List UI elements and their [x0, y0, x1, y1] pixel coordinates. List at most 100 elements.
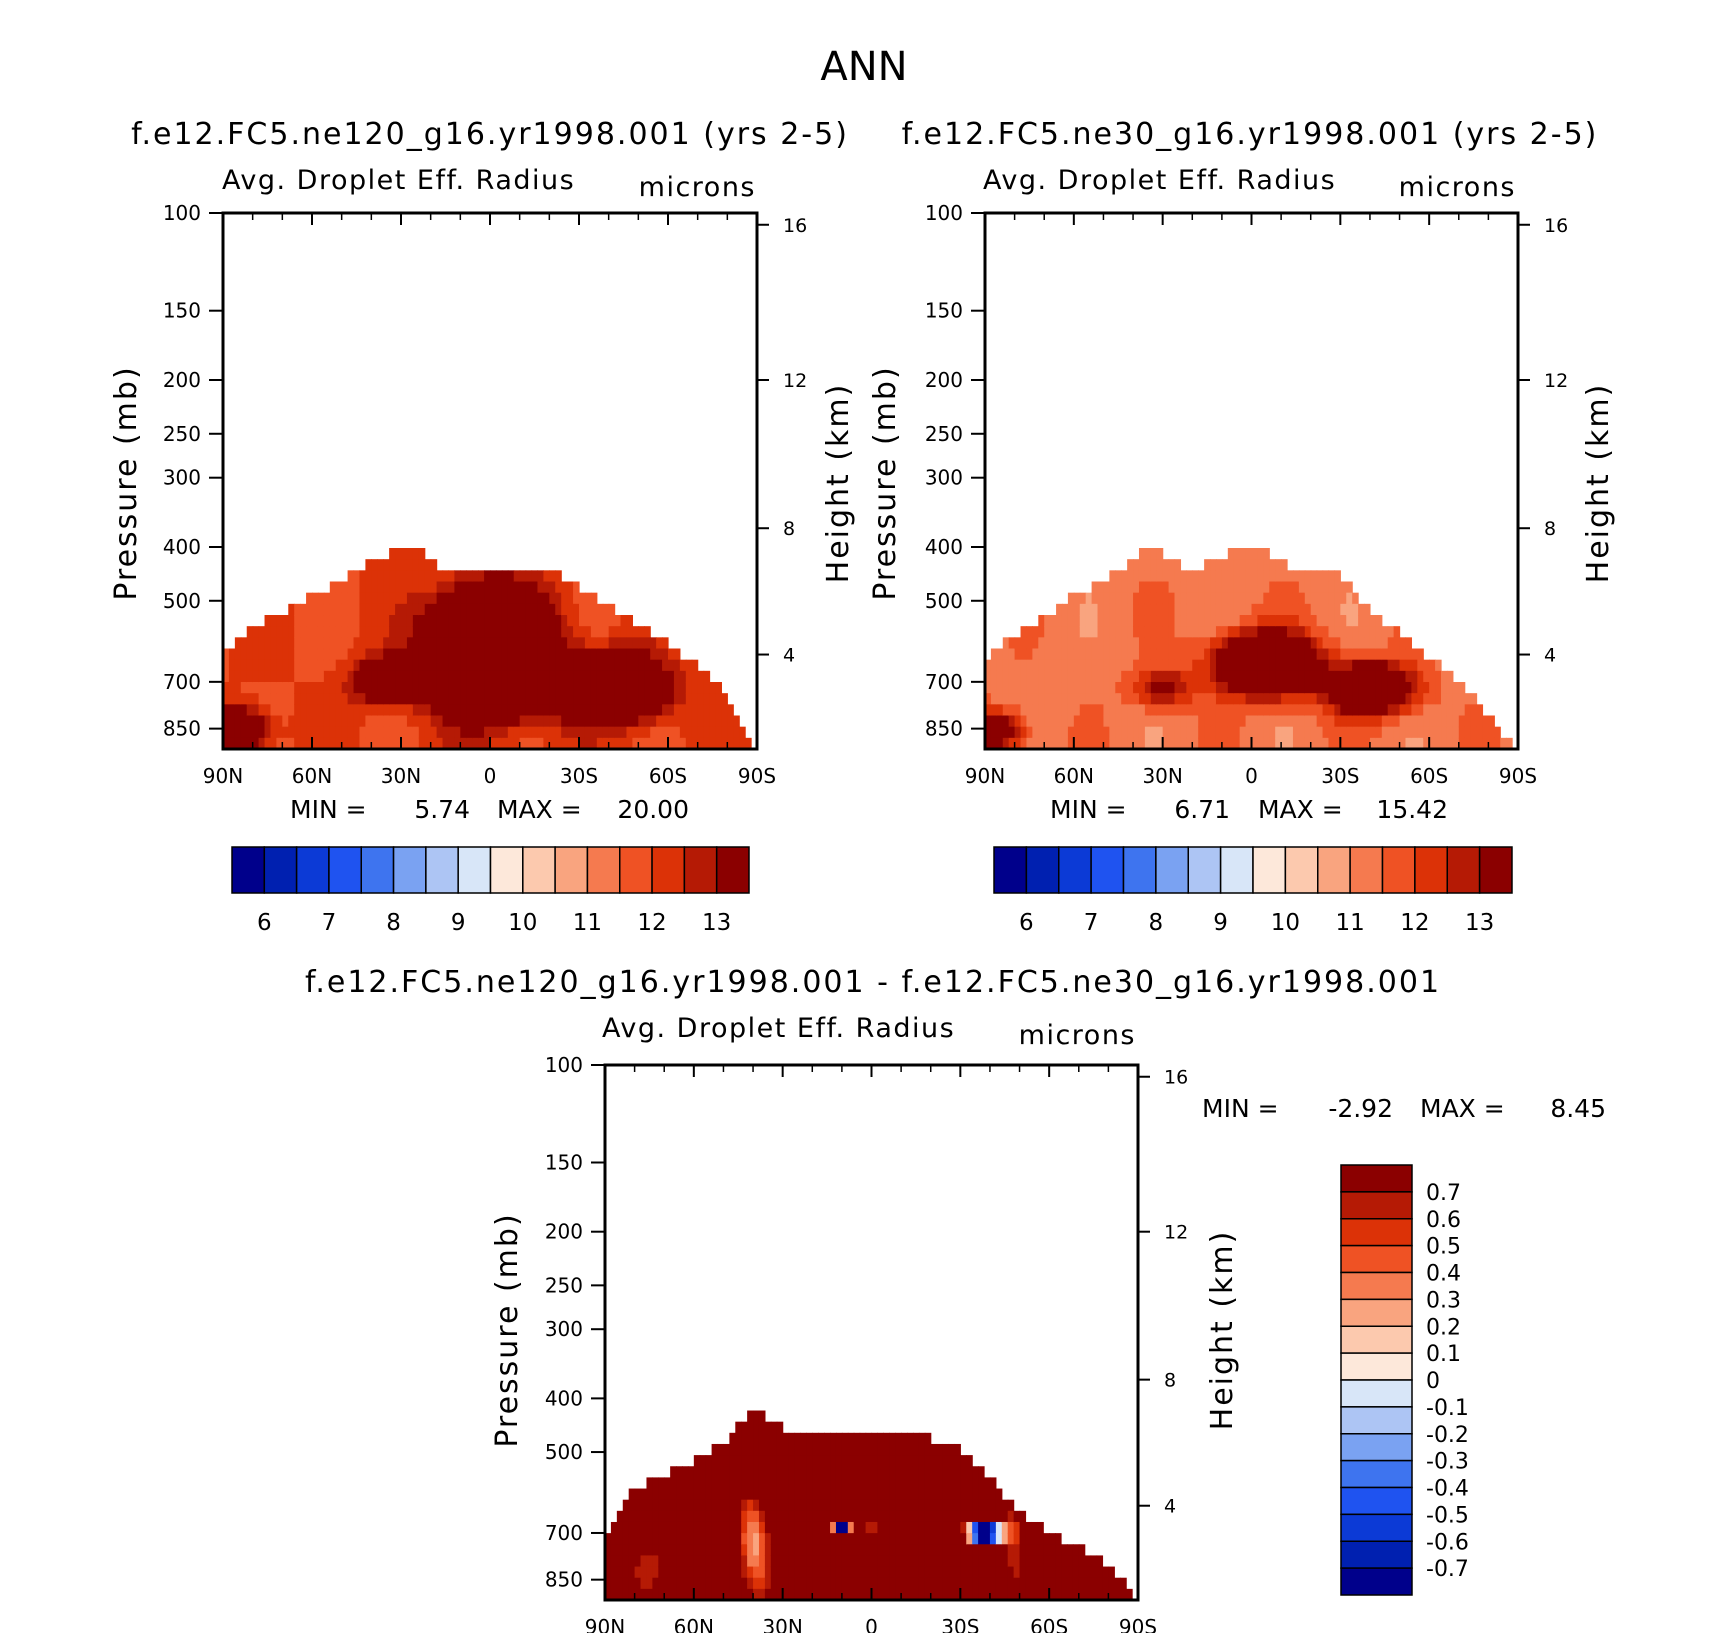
- heat-cell: [907, 1488, 914, 1501]
- heat-cell: [723, 1488, 730, 1501]
- heat-cell: [972, 1533, 979, 1545]
- heat-cell: [871, 1588, 879, 1601]
- heat-cell: [681, 1566, 689, 1579]
- heat-cell: [1381, 704, 1389, 717]
- heat-cell: [640, 1577, 648, 1590]
- heat-cell: [824, 1533, 831, 1545]
- heat-cell: [537, 693, 544, 705]
- heat-cell: [764, 1466, 772, 1478]
- heat-cell: [1393, 704, 1401, 717]
- heat-cell: [1221, 559, 1229, 571]
- heat-cell: [658, 1555, 665, 1568]
- heat-cell: [1103, 648, 1110, 661]
- heat-cell: [270, 670, 277, 683]
- colorbar-label: 9: [451, 910, 466, 936]
- heat-cell: [1441, 693, 1448, 705]
- heat-cell: [620, 626, 628, 638]
- heat-cell: [664, 1521, 671, 1534]
- heat-cell: [960, 1466, 967, 1478]
- heat-cell: [830, 1555, 837, 1568]
- heat-cell: [1067, 659, 1075, 672]
- heat-cell: [847, 1588, 855, 1601]
- heat-cell: [412, 715, 420, 728]
- heat-cell: [1066, 1588, 1074, 1601]
- heat-cell: [353, 670, 361, 683]
- heat-cell: [794, 1533, 802, 1545]
- heat-cell: [555, 704, 562, 717]
- heat-cell: [347, 737, 355, 750]
- heat-cell: [1387, 682, 1395, 694]
- heat-cell: [616, 1555, 624, 1568]
- heat-cell: [537, 615, 544, 627]
- heat-cell: [824, 1510, 831, 1523]
- heat-cell: [634, 1521, 642, 1534]
- heat-cell: [644, 637, 651, 650]
- heat-cell: [693, 1488, 701, 1501]
- heat-cell: [442, 670, 450, 683]
- heat-cell: [1144, 603, 1152, 616]
- heat-cell: [670, 1555, 677, 1568]
- heat-cell: [1375, 626, 1383, 638]
- heat-cell: [525, 659, 533, 672]
- heat-cell: [1056, 626, 1063, 638]
- heat-cell: [412, 682, 420, 694]
- heat-cell: [1328, 592, 1336, 605]
- heat-cell: [703, 726, 711, 739]
- heat-cell: [1084, 1577, 1092, 1590]
- heat-cell: [1215, 726, 1223, 739]
- x-tick-label: 90S: [1119, 1615, 1157, 1633]
- heat-cell: [1239, 693, 1247, 705]
- heat-cell: [264, 615, 272, 627]
- heat-cell: [1275, 570, 1282, 583]
- heat-cell: [454, 603, 461, 616]
- heat-cell: [1061, 682, 1069, 694]
- heat-cell: [1115, 670, 1122, 683]
- heat-cell: [658, 1566, 665, 1579]
- panel-ne120-plot: 90N 60N 30N 0 30S 60S 90S100150200250300400500…: [163, 201, 807, 788]
- heat-cell: [1340, 715, 1347, 728]
- heat-cell: [401, 670, 408, 683]
- heat-cell: [525, 693, 533, 705]
- heat-cell: [1162, 603, 1170, 616]
- heat-cell: [978, 1488, 985, 1501]
- colorbar-label: 0.3: [1426, 1288, 1461, 1313]
- height-tick-label: 12: [1544, 370, 1568, 392]
- heat-cell: [1061, 715, 1069, 728]
- heat-cell: [1174, 648, 1182, 661]
- heat-cell: [812, 1577, 819, 1590]
- heat-cell: [1038, 726, 1045, 739]
- heat-cell: [632, 637, 639, 650]
- heat-cell: [1298, 648, 1306, 661]
- heat-cell: [531, 726, 539, 739]
- heat-cell: [549, 670, 556, 683]
- panel-ne30-title: f.e12.FC5.ne30_g16.yr1998.001 (yrs 2-5): [902, 117, 1599, 152]
- heat-cell: [610, 1555, 618, 1568]
- heat-cell: [1263, 693, 1270, 705]
- heat-cell: [616, 1533, 624, 1545]
- heat-cell: [573, 726, 580, 739]
- heat-cell: [901, 1555, 908, 1568]
- colorbar-box: [1252, 846, 1287, 894]
- heat-cell: [770, 1432, 778, 1445]
- heat-cell: [1215, 659, 1223, 672]
- heat-cell: [853, 1466, 861, 1478]
- heat-cell: [1168, 615, 1176, 627]
- heat-cell: [1002, 715, 1010, 728]
- heat-cell: [1002, 682, 1010, 694]
- heat-cell: [1227, 615, 1235, 627]
- heat-cell: [223, 659, 230, 672]
- heat-cell: [1168, 659, 1176, 672]
- heat-cell: [614, 715, 622, 728]
- heat-cell: [1369, 693, 1377, 705]
- heat-cell: [936, 1577, 944, 1590]
- heat-cell: [853, 1455, 861, 1467]
- panel-ne120-field: [223, 548, 752, 750]
- heat-cell: [924, 1432, 932, 1445]
- heat-cell: [687, 1510, 695, 1523]
- heat-cell: [602, 693, 610, 705]
- y-tick-label: 400: [925, 535, 963, 559]
- colorbar-box: [1025, 846, 1060, 894]
- heat-cell: [478, 648, 485, 661]
- heat-cell: [1275, 726, 1282, 739]
- heat-cell: [1381, 693, 1389, 705]
